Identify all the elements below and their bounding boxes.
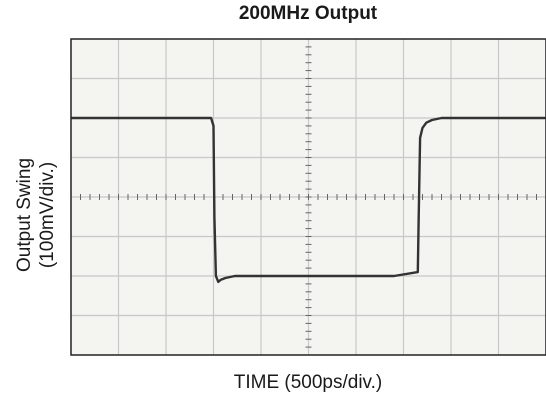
x-axis-label: TIME (500ps/div.)	[233, 372, 383, 393]
plot-frame	[70, 38, 546, 356]
chart-title: 200MHz Output	[238, 3, 378, 24]
center-axis-ticks	[70, 38, 546, 356]
waveform-trace	[71, 116, 546, 284]
